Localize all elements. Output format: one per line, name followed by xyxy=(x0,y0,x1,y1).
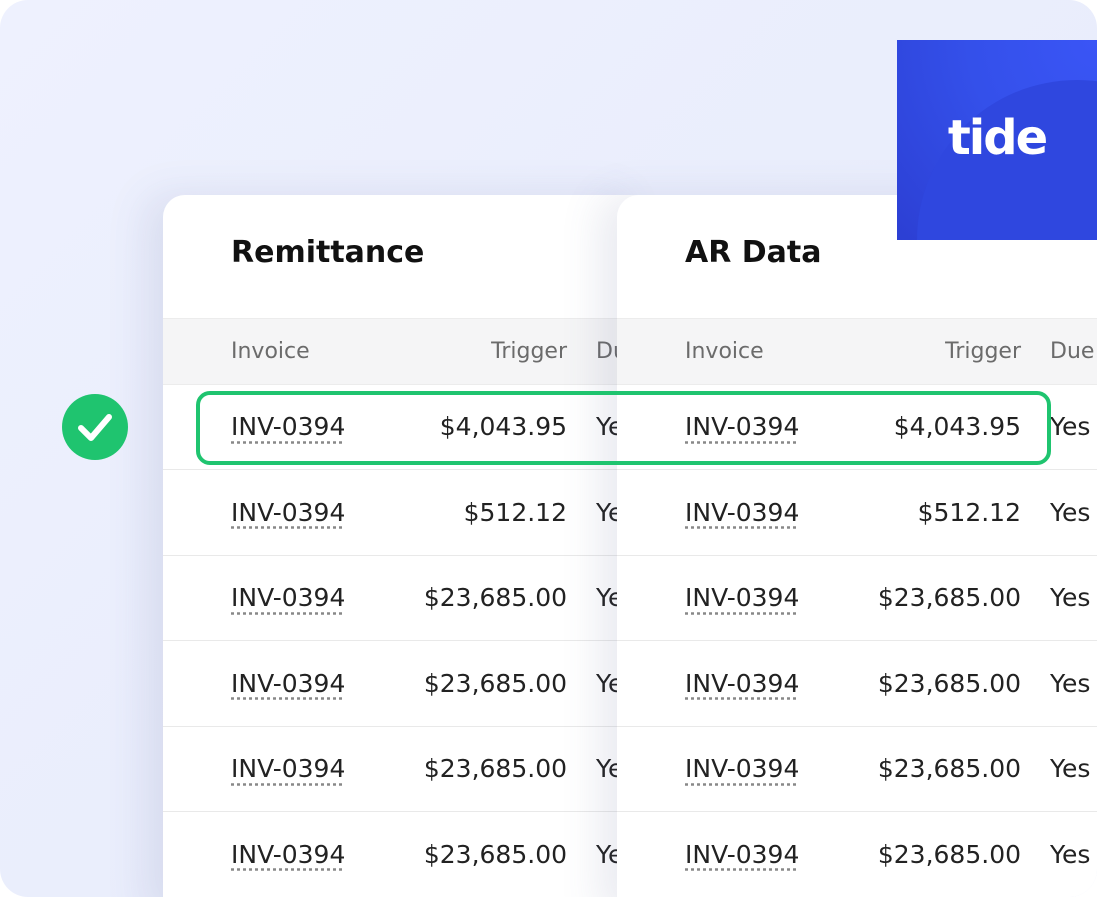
table-header: Invoice Trigger Due xyxy=(617,318,1097,385)
table-row: INV-0394 $23,685.00 Yes xyxy=(617,726,1097,812)
table-row: INV-0394 $23,685.00 Yes xyxy=(617,812,1097,897)
invoice-cell: INV-0394 xyxy=(685,497,800,527)
invoice-cell: INV-0394 xyxy=(231,412,346,441)
column-header: Trigger xyxy=(491,339,567,364)
table-row: INV-0394 $512.12 Yes xyxy=(617,470,1097,556)
amount-cell: $23,685.00 xyxy=(877,668,1021,698)
amount-cell: $23,685.00 xyxy=(423,754,567,783)
panel-title: Remittance xyxy=(231,235,425,270)
due-cell: Yes xyxy=(1050,839,1091,869)
invoice-cell: INV-0394 xyxy=(685,839,800,869)
ar-data-panel: AR Data Invoice Trigger Due INV-0394 $4,043… xyxy=(617,195,1097,897)
due-cell: Yes xyxy=(1050,754,1091,783)
table-row: INV-0394 $4,043.95 Yes xyxy=(617,384,1097,470)
invoice-cell: INV-0394 xyxy=(685,412,800,441)
amount-cell: $4,043.95 xyxy=(893,412,1021,441)
amount-cell: $23,685.00 xyxy=(877,839,1021,869)
check-icon xyxy=(62,394,128,460)
amount-cell: $23,685.00 xyxy=(423,583,567,612)
amount-cell: $4,043.95 xyxy=(439,412,567,441)
amount-cell: $512.12 xyxy=(463,497,567,527)
panel-title: AR Data xyxy=(685,235,822,270)
invoice-cell: INV-0394 xyxy=(231,583,346,612)
column-header: Invoice xyxy=(231,339,310,364)
match-highlight xyxy=(196,391,1051,465)
amount-cell: $23,685.00 xyxy=(877,583,1021,612)
column-header: Trigger xyxy=(945,339,1021,364)
column-header: Invoice xyxy=(685,339,764,364)
table-row: INV-0394 $23,685.00 Yes xyxy=(617,555,1097,641)
amount-cell: $23,685.00 xyxy=(423,668,567,698)
amount-cell: $512.12 xyxy=(917,497,1021,527)
logo-text: tide xyxy=(947,110,1048,166)
due-cell: Yes xyxy=(1050,497,1091,527)
invoice-cell: INV-0394 xyxy=(231,754,346,783)
invoice-cell: INV-0394 xyxy=(231,497,346,527)
amount-cell: $23,685.00 xyxy=(877,754,1021,783)
amount-cell: $23,685.00 xyxy=(423,839,567,869)
due-cell: Yes xyxy=(1050,412,1091,441)
tide-logo: tide xyxy=(897,40,1097,240)
invoice-cell: INV-0394 xyxy=(685,583,800,612)
due-cell: Yes xyxy=(1050,668,1091,698)
column-header: Due xyxy=(1050,339,1095,364)
invoice-cell: INV-0394 xyxy=(685,754,800,783)
invoice-cell: INV-0394 xyxy=(231,668,346,698)
table-row: INV-0394 $23,685.00 Yes xyxy=(617,641,1097,727)
invoice-cell: INV-0394 xyxy=(231,839,346,869)
due-cell: Yes xyxy=(1050,583,1091,612)
invoice-cell: INV-0394 xyxy=(685,668,800,698)
